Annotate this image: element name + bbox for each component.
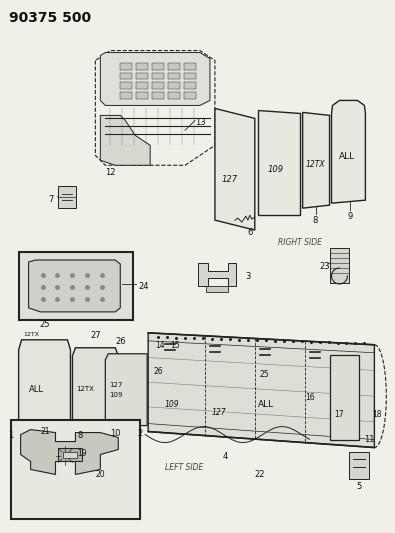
Text: ALL: ALL xyxy=(28,385,43,394)
Text: 10: 10 xyxy=(110,429,120,438)
Bar xyxy=(152,72,164,79)
Bar xyxy=(168,72,180,79)
Polygon shape xyxy=(100,53,210,106)
Polygon shape xyxy=(19,340,70,427)
Bar xyxy=(120,72,132,79)
Bar xyxy=(184,83,196,90)
Text: 26: 26 xyxy=(153,367,163,376)
Bar xyxy=(136,72,148,79)
Polygon shape xyxy=(105,354,147,425)
Polygon shape xyxy=(148,333,374,448)
Text: 109: 109 xyxy=(165,400,180,409)
Text: 22: 22 xyxy=(254,470,265,479)
Bar xyxy=(120,62,132,69)
Bar xyxy=(206,286,228,292)
Text: 9: 9 xyxy=(348,212,353,221)
Polygon shape xyxy=(28,260,120,312)
Bar xyxy=(136,92,148,100)
Text: 12: 12 xyxy=(105,168,116,177)
Text: 11: 11 xyxy=(364,435,374,444)
Polygon shape xyxy=(215,108,255,230)
Bar xyxy=(168,62,180,69)
Text: 12TX: 12TX xyxy=(306,160,325,169)
Text: 2: 2 xyxy=(137,429,143,438)
Bar xyxy=(136,62,148,69)
Bar xyxy=(168,92,180,100)
Text: ALL: ALL xyxy=(339,152,355,161)
Text: 26: 26 xyxy=(115,337,126,346)
Text: 127: 127 xyxy=(222,175,238,184)
Text: 7: 7 xyxy=(49,195,54,204)
Text: 4: 4 xyxy=(222,452,228,461)
Text: 14: 14 xyxy=(155,341,165,350)
Text: 127: 127 xyxy=(109,382,123,387)
Text: 23: 23 xyxy=(320,262,330,271)
Polygon shape xyxy=(331,100,365,203)
Text: 5: 5 xyxy=(357,482,362,491)
Bar xyxy=(329,248,350,283)
Text: 12TX: 12TX xyxy=(76,386,94,392)
Text: ALL: ALL xyxy=(258,400,274,409)
Bar xyxy=(152,62,164,69)
Text: 19: 19 xyxy=(77,449,87,458)
Polygon shape xyxy=(72,348,118,427)
Text: 17: 17 xyxy=(335,410,344,419)
Text: 127: 127 xyxy=(212,408,227,417)
Bar xyxy=(19,252,133,320)
Polygon shape xyxy=(303,112,329,208)
Text: 16: 16 xyxy=(305,393,314,402)
Bar xyxy=(152,92,164,100)
Text: 24: 24 xyxy=(138,282,149,291)
Bar xyxy=(329,355,359,440)
Bar xyxy=(136,83,148,90)
Text: 90375 500: 90375 500 xyxy=(9,11,91,25)
Bar xyxy=(120,83,132,90)
Text: 27: 27 xyxy=(90,332,101,340)
Text: 13: 13 xyxy=(195,118,206,127)
Text: 25: 25 xyxy=(39,320,50,329)
Text: 25: 25 xyxy=(260,370,269,379)
Bar xyxy=(120,92,132,100)
Bar xyxy=(350,451,369,480)
Bar xyxy=(152,83,164,90)
Text: 18: 18 xyxy=(372,410,382,419)
Text: 15: 15 xyxy=(170,341,180,350)
Bar xyxy=(168,83,180,90)
Bar xyxy=(58,186,76,208)
Text: 3: 3 xyxy=(245,272,250,281)
Text: 1: 1 xyxy=(8,431,13,440)
Text: 109: 109 xyxy=(268,165,284,174)
Text: 8: 8 xyxy=(78,431,83,440)
Bar xyxy=(11,419,140,519)
Bar xyxy=(64,451,77,458)
Text: 21: 21 xyxy=(41,427,50,436)
Text: 8: 8 xyxy=(312,216,318,225)
Text: 6: 6 xyxy=(248,228,253,237)
Text: RIGHT SIDE: RIGHT SIDE xyxy=(278,238,322,247)
Text: LEFT SIDE: LEFT SIDE xyxy=(165,464,203,472)
Bar xyxy=(184,92,196,100)
Bar xyxy=(58,448,83,462)
Polygon shape xyxy=(198,263,236,286)
Bar xyxy=(184,72,196,79)
Bar xyxy=(184,62,196,69)
Text: 20: 20 xyxy=(96,470,105,479)
Polygon shape xyxy=(21,430,118,474)
Polygon shape xyxy=(100,116,150,165)
Text: 12TX: 12TX xyxy=(24,332,40,337)
Text: 109: 109 xyxy=(109,392,123,398)
Polygon shape xyxy=(258,110,300,215)
